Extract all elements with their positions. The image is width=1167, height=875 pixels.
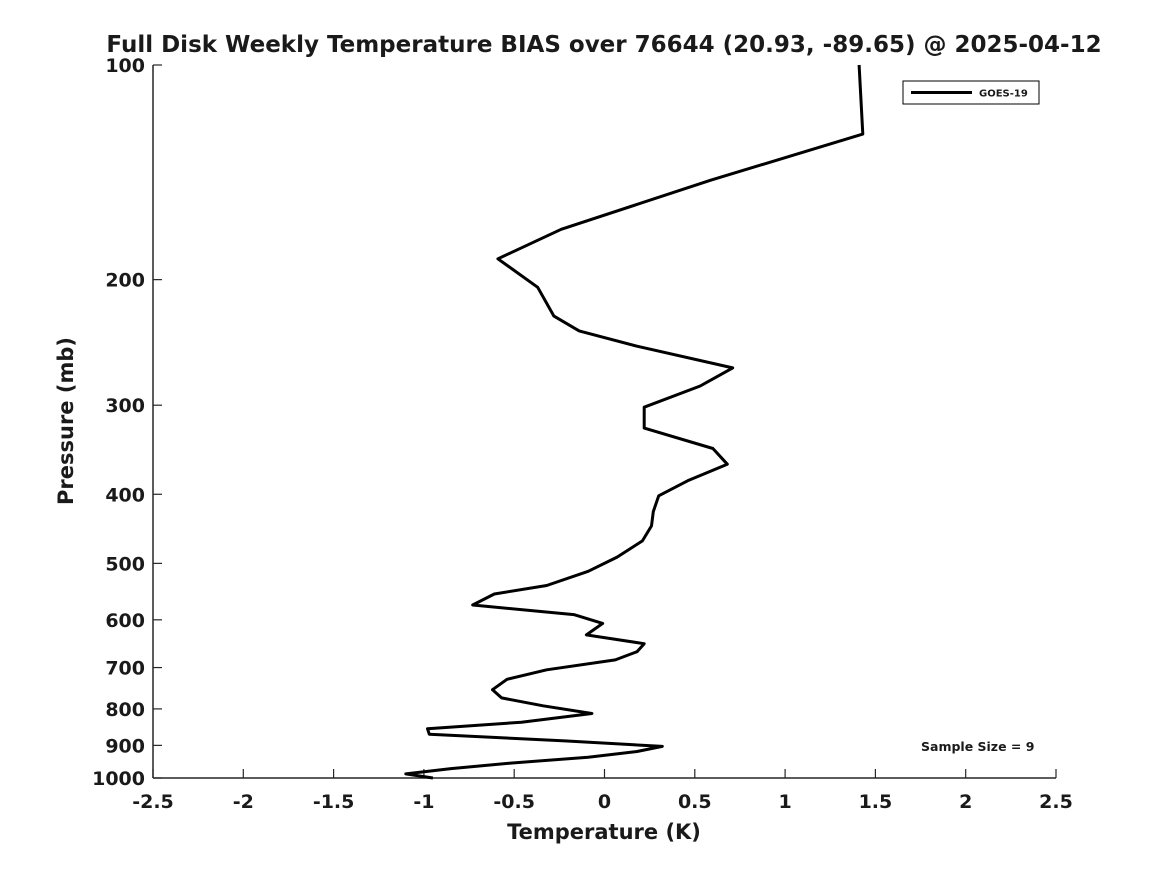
y-tick-label: 600	[105, 610, 145, 632]
y-tick-label: 800	[105, 699, 145, 721]
x-tick-label: 2	[959, 791, 972, 813]
series-line	[404, 64, 865, 780]
y-tick-label: 300	[105, 395, 145, 417]
x-tick-label: -1.5	[313, 791, 355, 813]
x-tick-label: 1	[778, 791, 791, 813]
x-axis-label: Temperature (K)	[507, 820, 701, 844]
x-tick-label: 2.5	[1039, 791, 1073, 813]
x-tick-label: 0	[598, 791, 611, 813]
sample-size-annotation: Sample Size = 9	[921, 739, 1034, 754]
legend: GOES-19	[902, 80, 1040, 105]
x-tick-label: -0.5	[493, 791, 535, 813]
y-tick-label: 700	[105, 658, 145, 680]
y-tick-label: 1000	[92, 768, 145, 790]
y-tick-label: 100	[105, 55, 145, 77]
plot-axes	[152, 65, 1056, 779]
legend-label: GOES-19	[979, 89, 1028, 100]
x-tick-label: 0.5	[678, 791, 712, 813]
x-tick-label: -2	[233, 791, 254, 813]
y-tick-label: 400	[105, 484, 145, 506]
chart-title: Full Disk Weekly Temperature BIAS over 7…	[106, 32, 1101, 58]
y-axis-label: Pressure (mb)	[54, 337, 78, 505]
axis-ticks: -2.5 -2 -1.5 -1 -0.5 0 0.5 1 1.5 2 2.5 100 200 300 400…	[92, 55, 1073, 813]
x-tick-label: -1	[413, 791, 434, 813]
y-tick-label: 500	[105, 553, 145, 575]
x-tick-label: 1.5	[859, 791, 893, 813]
y-tick-label: 200	[105, 270, 145, 292]
y-tick-label: 900	[105, 735, 145, 757]
x-tick-label: -2.5	[132, 791, 174, 813]
